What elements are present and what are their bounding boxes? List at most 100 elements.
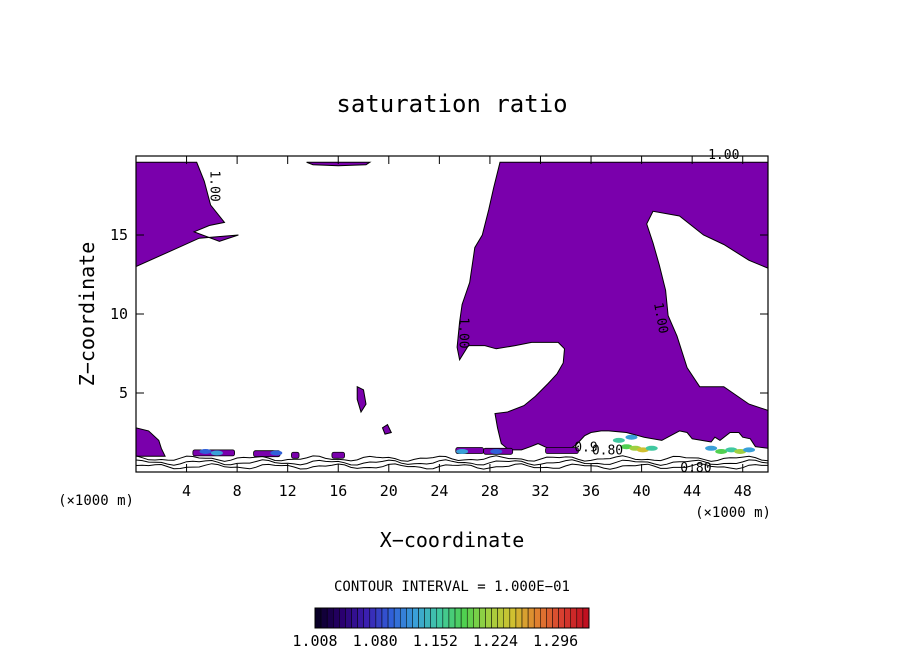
colorbar-swatch: [540, 607, 547, 629]
surface-streak-4: [331, 451, 345, 459]
lower-contour-lines: [136, 455, 768, 470]
speckle-2: [210, 450, 223, 456]
speckle-3: [270, 450, 283, 456]
colorbar-swatch: [357, 607, 364, 629]
x-unit-right: (×1000 m): [695, 505, 771, 521]
colorbar-swatch: [491, 607, 498, 629]
colorbar-swatch: [399, 607, 407, 629]
high-value-speckles: [192, 434, 756, 459]
colorbar-swatch: [552, 607, 559, 629]
surface-streak-3: [291, 451, 300, 459]
contour-line-1: [136, 463, 768, 470]
colorbar-swatch: [527, 607, 535, 629]
contour-line-2: [136, 459, 768, 466]
colorbar-swatch: [320, 607, 328, 629]
colorbar-swatch: [466, 607, 474, 629]
colorbar-swatch: [497, 607, 505, 629]
colorbar-swatch: [503, 607, 511, 629]
x-axis-label: X−coordinate: [380, 528, 525, 552]
x-tick-label: 16: [329, 482, 347, 500]
x-tick-label: 8: [233, 482, 242, 500]
colorbar-swatch: [369, 607, 377, 629]
speckle-5: [490, 448, 503, 454]
colorbar-swatch: [485, 607, 492, 629]
colorbar-tick-label: 1.152: [413, 632, 458, 650]
colorbar-tick-labels: 1.008 1.080 1.152 1.224 1.296: [292, 632, 578, 650]
x-tick-label: 32: [531, 482, 549, 500]
x-unit-left: (×1000 m): [58, 493, 134, 509]
x-tick-label: 48: [734, 482, 752, 500]
colorbar-swatch: [436, 607, 444, 629]
speckle-1: [199, 448, 212, 454]
colorbar-swatch: [333, 607, 340, 629]
contour-label-5: 0.80: [592, 444, 623, 459]
colorbar-swatch: [442, 607, 450, 629]
y-axis-label: Z−coordinate: [75, 242, 99, 387]
contour-label-6: 0.9: [574, 440, 597, 455]
colorbar-swatch: [406, 607, 413, 629]
colorbar-swatch: [412, 607, 419, 629]
x-tick-label: 12: [279, 482, 297, 500]
colorbar-tick-label: 1.080: [353, 632, 398, 650]
x-tick-label: 4: [182, 482, 191, 500]
colorbar-frame: [314, 607, 590, 629]
supersaturation-regions: [136, 161, 768, 457]
colorbar-swatch: [375, 607, 383, 629]
contour-label-4: 1.00: [650, 301, 670, 334]
colorbar-swatch: [430, 607, 438, 629]
x-tick-label: 28: [481, 482, 499, 500]
colorbar-swatch: [418, 607, 425, 629]
contour-label-1: 1.00: [708, 148, 739, 163]
speckle-11: [625, 434, 638, 440]
region-6: [136, 427, 166, 457]
x-tick-label: 36: [582, 482, 600, 500]
colorbar-swatch: [387, 607, 395, 629]
colorbar-swatch: [515, 607, 523, 629]
colorbar: [314, 607, 590, 629]
contour-interval-note: CONTOUR INTERVAL = 1.000E−01: [334, 579, 570, 595]
y-ticks: 5 10 15: [110, 226, 768, 402]
x-tick-label: 24: [430, 482, 448, 500]
contour-label-7: 0.80: [680, 461, 711, 476]
speckle-10: [645, 445, 658, 451]
region-3: [456, 161, 768, 453]
colorbar-swatch: [576, 607, 584, 629]
colorbar-swatch: [454, 607, 462, 629]
colorbar-swatch: [473, 607, 480, 629]
speckle-12: [705, 445, 718, 451]
colorbar-swatch: [460, 607, 468, 629]
contour-label-2: 1.00: [207, 170, 222, 201]
x-tick-label: 40: [633, 482, 651, 500]
colorbar-swatch: [558, 607, 565, 629]
contour-labels: 1.001.001.00 1.000.800.90.80: [207, 148, 740, 476]
colorbar-swatch: [521, 607, 529, 629]
colorbar-swatch: [564, 607, 571, 629]
x-ticks: 4 8 12 16 20 24 28 32 36 40 44 48: [182, 156, 752, 500]
region-4: [356, 385, 367, 414]
contour-line-3: [136, 455, 768, 462]
colorbar-swatch: [339, 607, 346, 629]
colorbar-swatch: [363, 607, 371, 629]
y-tick-label: 10: [110, 305, 128, 323]
colorbar-swatch: [393, 607, 401, 629]
chart-title: saturation ratio: [336, 90, 567, 118]
y-tick-label: 5: [119, 384, 128, 402]
colorbar-tick-label: 1.296: [533, 632, 578, 650]
speckle-4: [456, 448, 469, 454]
speckle-13: [715, 448, 728, 454]
speckle-16: [743, 447, 756, 453]
speckle-6: [612, 437, 625, 443]
colorbar-tick-label: 1.224: [473, 632, 518, 650]
colorbar-swatch: [570, 607, 578, 629]
colorbar-swatch: [509, 607, 517, 629]
colorbar-swatch: [546, 607, 553, 629]
colorbar-swatch: [448, 607, 456, 629]
colorbar-swatch: [351, 607, 358, 629]
region-2: [306, 161, 372, 167]
region-1: [136, 161, 239, 268]
surface-streak-7: [545, 447, 579, 454]
y-tick-label: 15: [110, 226, 128, 244]
colorbar-swatch: [582, 607, 590, 629]
x-tick-label: 44: [683, 482, 701, 500]
